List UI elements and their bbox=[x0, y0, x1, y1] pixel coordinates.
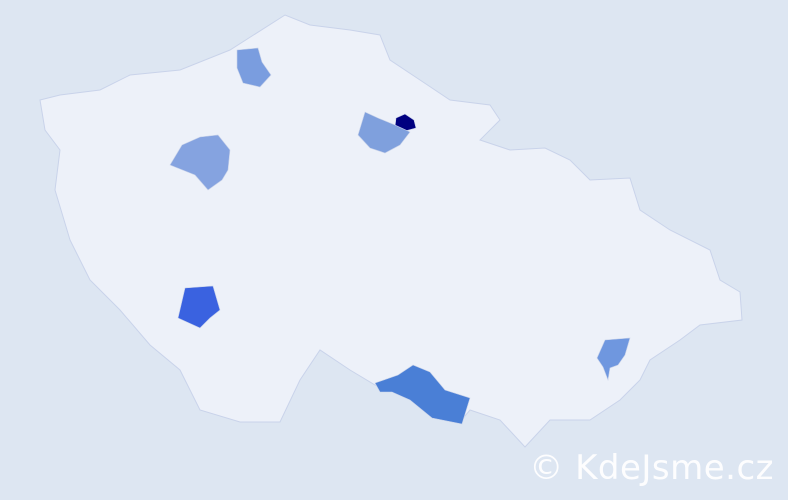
region-north-west[interactable] bbox=[169, 134, 231, 191]
watermark: © KdeJsme.cz bbox=[529, 448, 774, 488]
region-south-east[interactable] bbox=[596, 337, 631, 382]
region-north-east[interactable] bbox=[357, 111, 411, 154]
region-south[interactable] bbox=[374, 364, 471, 425]
region-south-west[interactable] bbox=[177, 285, 221, 329]
region-north[interactable] bbox=[236, 47, 272, 88]
country-outline bbox=[39, 14, 743, 448]
